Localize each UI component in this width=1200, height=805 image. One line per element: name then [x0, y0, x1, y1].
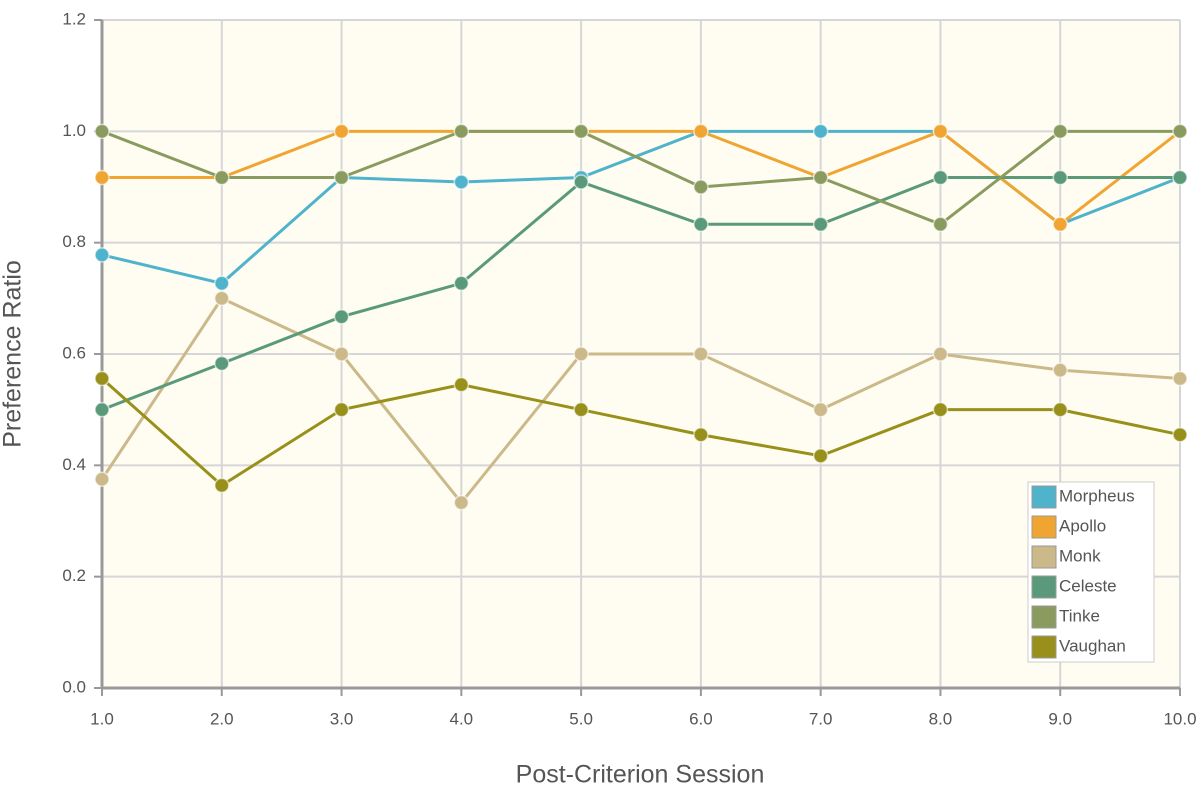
- data-point: [333, 308, 350, 325]
- data-point: [94, 471, 110, 487]
- legend-label: Vaughan: [1059, 636, 1126, 655]
- data-point: [214, 169, 230, 186]
- y-tick-label: 0.2: [62, 566, 86, 585]
- data-point: [1052, 362, 1068, 378]
- legend-swatch: [1031, 545, 1057, 569]
- data-point: [1172, 426, 1188, 443]
- data-point: [932, 123, 949, 140]
- legend-label: Celeste: [1059, 576, 1117, 595]
- y-tick-label: 0.4: [62, 455, 86, 474]
- data-point: [453, 174, 470, 190]
- legend-swatch: [1031, 515, 1057, 539]
- data-point: [453, 494, 470, 511]
- x-tick-label: 10.0: [1163, 709, 1196, 728]
- series-line: [101, 129, 1180, 227]
- data-point: [573, 123, 589, 140]
- data-point: [812, 216, 829, 233]
- x-tick-label: 6.0: [689, 709, 713, 728]
- data-point: [1052, 216, 1068, 233]
- data-point: [1052, 123, 1068, 140]
- data-point: [453, 275, 470, 292]
- legend-swatch: [1031, 605, 1057, 629]
- data-point: [693, 123, 709, 140]
- data-point: [693, 216, 709, 233]
- legend-swatch: [1031, 485, 1057, 509]
- x-tick-label: 8.0: [929, 709, 953, 728]
- data-point: [693, 346, 709, 362]
- data-point: [453, 123, 470, 140]
- legend-swatch: [1031, 635, 1057, 659]
- legend-label: Apollo: [1059, 516, 1106, 535]
- data-point: [214, 477, 230, 494]
- data-point: [693, 179, 709, 195]
- series-line: [101, 377, 1181, 488]
- data-point: [333, 401, 350, 418]
- legend-box: [1027, 481, 1155, 663]
- data-point: [94, 169, 110, 186]
- data-point: [932, 216, 949, 233]
- x-tick-label: 3.0: [330, 709, 354, 728]
- y-tick-label: 0.6: [62, 343, 86, 362]
- data-point: [453, 376, 470, 393]
- data-point: [1172, 169, 1188, 186]
- legend-label: Morpheus: [1059, 486, 1135, 505]
- legend-swatch: [1031, 575, 1057, 599]
- y-tick-label: 1.0: [62, 121, 86, 140]
- x-tick-label: 9.0: [1048, 709, 1072, 728]
- x-tick-label: 5.0: [569, 709, 593, 728]
- y-tick-label: 1.2: [62, 9, 86, 28]
- data-point: [1172, 123, 1188, 140]
- data-point: [573, 174, 589, 190]
- y-tick-label: 0.0: [62, 677, 86, 696]
- data-point: [812, 123, 829, 140]
- y-tick-label: 0.8: [62, 232, 86, 251]
- data-point: [812, 169, 829, 186]
- legend-label: Tinke: [1059, 606, 1100, 625]
- data-point: [333, 169, 350, 186]
- data-point: [333, 123, 350, 140]
- data-point: [812, 401, 829, 418]
- series-line: [100, 296, 1181, 506]
- data-point: [94, 247, 110, 263]
- x-tick-label: 1.0: [90, 709, 114, 728]
- data-point: [94, 370, 110, 387]
- data-point: [693, 426, 709, 443]
- x-tick-label: 2.0: [210, 709, 234, 728]
- data-point: [573, 401, 589, 418]
- x-tick-label: 4.0: [450, 709, 474, 728]
- data-point: [932, 169, 949, 186]
- data-point: [812, 448, 829, 464]
- data-point: [214, 275, 230, 292]
- data-point: [214, 355, 230, 372]
- data-point: [932, 401, 949, 418]
- data-point: [932, 346, 949, 362]
- data-point: [214, 290, 230, 307]
- data-point: [94, 123, 110, 140]
- data-point: [1172, 370, 1188, 387]
- data-point: [1052, 169, 1068, 186]
- legend-label: Monk: [1059, 546, 1101, 565]
- x-axis-label: Post-Criterion Session: [516, 761, 765, 789]
- data-point: [573, 346, 589, 362]
- data-point: [1052, 401, 1068, 418]
- x-tick-label: 7.0: [809, 709, 833, 728]
- data-point: [94, 401, 110, 418]
- y-axis-label: Preference Ratio: [0, 260, 27, 448]
- data-point: [333, 346, 350, 362]
